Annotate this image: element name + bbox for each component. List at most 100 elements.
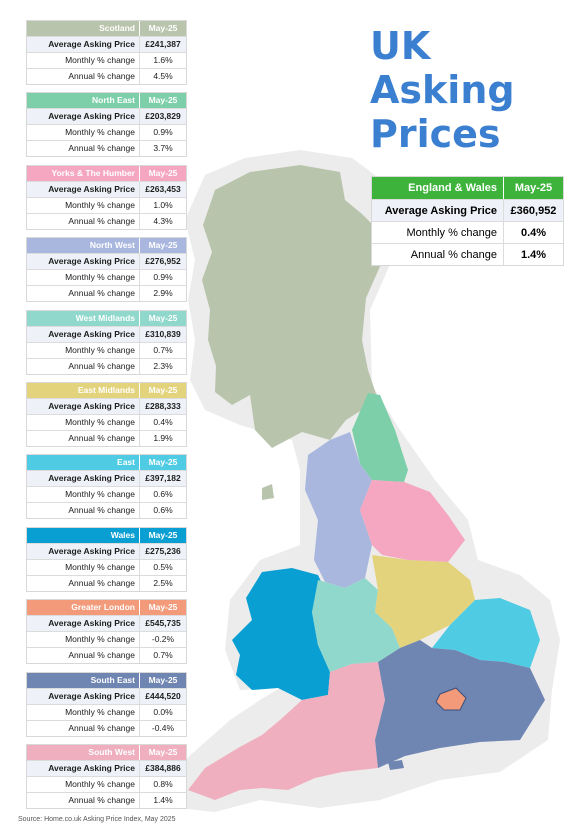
region-price-row: Average Asking Price £203,829 — [27, 108, 186, 124]
annual-value: 2.3% — [153, 361, 173, 371]
monthly-value: 0.6% — [153, 489, 173, 499]
monthly-label: Monthly % change — [27, 560, 140, 575]
region-monthly-row: Monthly % change 0.4% — [27, 414, 186, 430]
price-value: £275,236 — [145, 546, 181, 556]
region-annual-row: Annual % change 0.7% — [27, 647, 186, 663]
region-table: North West May-25 Average Asking Price £276… — [26, 237, 187, 302]
region-table: West Midlands May-25 Average Asking Price £… — [26, 310, 187, 375]
region-table: North East May-25 Average Asking Price £203… — [26, 92, 187, 157]
region-annual-row: Annual % change 4.3% — [27, 213, 186, 229]
monthly-label: Monthly % change — [27, 53, 140, 68]
region-table-header: South West May-25 — [27, 745, 186, 760]
region-monthly-row: Monthly % change 1.0% — [27, 197, 186, 213]
region-name: North West — [27, 238, 140, 253]
monthly-label: Monthly % change — [27, 487, 140, 502]
region-annual-row: Annual % change 4.5% — [27, 68, 186, 84]
monthly-value: -0.2% — [151, 634, 175, 644]
region-annual-row: Annual % change -0.4% — [27, 720, 186, 736]
annual-label: Annual % change — [27, 576, 140, 591]
region-table-header: Scotland May-25 — [27, 21, 186, 36]
annual-value: 0.7% — [153, 650, 173, 660]
source-note: Source: Home.co.uk Asking Price Index, M… — [18, 816, 176, 823]
region-monthly-row: Monthly % change 0.7% — [27, 342, 186, 358]
greater-london-region — [435, 687, 467, 711]
monthly-value: 0.7% — [153, 345, 173, 355]
price-value: £444,520 — [145, 691, 181, 701]
annual-label: Annual % change — [27, 648, 140, 663]
region-annual-row: Annual % change 1.9% — [27, 430, 186, 446]
monthly-value: 0.0% — [153, 707, 173, 717]
region-table: East Midlands May-25 Average Asking Price £… — [26, 382, 187, 447]
island-4 — [388, 760, 404, 770]
region-period: May-25 — [148, 675, 178, 685]
region-table-header: West Midlands May-25 — [27, 311, 186, 326]
annual-label: Annual % change — [27, 141, 140, 156]
region-period: May-25 — [148, 95, 178, 105]
west-midlands-region — [312, 578, 400, 672]
title-line-2: Asking — [370, 68, 515, 112]
price-value: £203,829 — [145, 111, 181, 121]
region-period: May-25 — [148, 602, 178, 612]
monthly-value: 0.5% — [153, 562, 173, 572]
price-label: Average Asking Price — [27, 254, 140, 269]
monthly-value: 0.8% — [153, 779, 173, 789]
england-wales-price-label: Average Asking Price — [372, 200, 504, 221]
price-value: £263,453 — [145, 184, 181, 194]
scotland-region — [202, 165, 382, 448]
region-monthly-row: Monthly % change 0.0% — [27, 704, 186, 720]
price-label: Average Asking Price — [27, 182, 140, 197]
monthly-label: Monthly % change — [27, 343, 140, 358]
price-label: Average Asking Price — [27, 471, 140, 486]
annual-label: Annual % change — [27, 69, 140, 84]
england-wales-monthly-label: Monthly % change — [372, 222, 504, 243]
region-period: May-25 — [148, 23, 178, 33]
annual-label: Annual % change — [27, 286, 140, 301]
monthly-value: 0.9% — [153, 272, 173, 282]
region-name: Yorks & The Humber — [27, 166, 140, 181]
price-label: Average Asking Price — [27, 689, 140, 704]
region-name: Greater London — [27, 600, 140, 615]
region-monthly-row: Monthly % change 0.6% — [27, 486, 186, 502]
island-2 — [210, 296, 222, 314]
region-price-row: Average Asking Price £310,839 — [27, 326, 186, 342]
region-table: South West May-25 Average Asking Price £384… — [26, 744, 187, 809]
monthly-value: 1.0% — [153, 200, 173, 210]
annual-label: Annual % change — [27, 721, 140, 736]
price-label: Average Asking Price — [27, 109, 140, 124]
region-name: South West — [27, 745, 140, 760]
region-name: South East — [27, 673, 140, 688]
region-table: Greater London May-25 Average Asking Price… — [26, 599, 187, 664]
region-monthly-row: Monthly % change 0.5% — [27, 559, 186, 575]
price-label: Average Asking Price — [27, 761, 140, 776]
price-value: £288,333 — [145, 401, 181, 411]
england-wales-price-value: £360,952 — [510, 205, 557, 217]
england-wales-monthly-row: Monthly % change 0.4% — [372, 221, 563, 243]
annual-value: 4.5% — [153, 71, 173, 81]
wales-region — [232, 568, 330, 700]
region-table-header: Yorks & The Humber May-25 — [27, 166, 186, 181]
monthly-label: Monthly % change — [27, 415, 140, 430]
region-period: May-25 — [148, 385, 178, 395]
north-west-region — [305, 432, 372, 588]
england-wales-annual-label: Annual % change — [372, 244, 504, 265]
region-price-row: Average Asking Price £384,886 — [27, 760, 186, 776]
monthly-value: 0.4% — [153, 417, 173, 427]
region-name: Wales — [27, 528, 140, 543]
region-annual-row: Annual % change 0.6% — [27, 502, 186, 518]
region-price-row: Average Asking Price £241,387 — [27, 36, 186, 52]
annual-value: 2.9% — [153, 288, 173, 298]
england-wales-header: England & Wales May-25 — [372, 177, 563, 199]
price-label: Average Asking Price — [27, 544, 140, 559]
region-name: Scotland — [27, 21, 140, 36]
price-value: £545,735 — [145, 618, 181, 628]
region-table-header: East May-25 — [27, 455, 186, 470]
annual-value: -0.4% — [151, 723, 175, 733]
annual-value: 1.9% — [153, 433, 173, 443]
region-monthly-row: Monthly % change 0.9% — [27, 124, 186, 140]
annual-value: 4.3% — [153, 216, 173, 226]
annual-value: 3.7% — [153, 143, 173, 153]
england-wales-price-row: Average Asking Price £360,952 — [372, 199, 563, 221]
region-period: May-25 — [148, 168, 178, 178]
region-table-header: Greater London May-25 — [27, 600, 186, 615]
